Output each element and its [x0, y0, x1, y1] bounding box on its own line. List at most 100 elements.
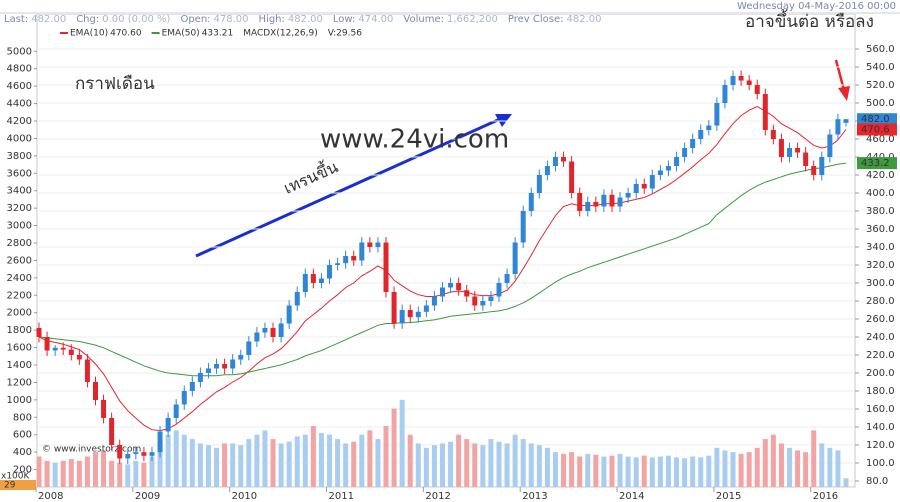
volume-bar [335, 439, 341, 487]
volume-bar [480, 445, 486, 487]
annotation: กราฟเดือน [75, 74, 155, 94]
y2-tick-label: 3200 [7, 203, 32, 214]
candle-body [125, 453, 131, 459]
candle-body [407, 309, 413, 318]
volume-bar [238, 445, 244, 487]
header-value: 474.00 [358, 14, 393, 25]
volume-bar [76, 460, 82, 487]
legend-name: EMA(10) [70, 29, 108, 39]
candle-body [682, 148, 688, 158]
volume-bar [302, 434, 308, 487]
candle-body [36, 327, 42, 337]
volume-bar [552, 452, 558, 487]
candle-body [770, 130, 776, 140]
candle-body [286, 305, 292, 324]
candle-body [117, 444, 123, 459]
y-tick-label: 520.0 [866, 80, 895, 91]
volume-bar [706, 455, 712, 487]
y2-tick-label: 3000 [7, 221, 32, 232]
candle-body [101, 399, 107, 418]
volume-bar [141, 462, 147, 487]
volume-bar [399, 399, 405, 487]
trend-arrow [195, 117, 501, 258]
candle-body [157, 431, 163, 453]
volume-bar [149, 456, 155, 487]
header-date: Wednesday 04-May-2016 00:00 [737, 1, 896, 12]
volume-bar [682, 458, 688, 487]
candle-body [577, 193, 583, 212]
volume-bar [205, 445, 211, 487]
volume-bar [270, 439, 276, 487]
y-tick-label: 80.0 [866, 476, 888, 487]
volume-bar [117, 462, 123, 487]
volume-bar [415, 443, 421, 487]
volume-bar [407, 434, 413, 487]
candle-body [415, 311, 421, 318]
volume-bar [383, 426, 389, 487]
volume-bar [690, 456, 696, 487]
volume-bar [36, 456, 42, 487]
candle-body [456, 282, 462, 291]
candle-body [730, 76, 736, 86]
candle-body [246, 341, 252, 355]
volume-bar [294, 436, 300, 487]
ema-tag: 470.6 [861, 124, 890, 135]
candle-body [714, 103, 720, 126]
volume-bar [544, 447, 550, 487]
y-tick-label: 240.0 [866, 332, 895, 343]
volume-bar [278, 443, 284, 487]
header-value: 482.00 [566, 14, 601, 25]
header-bar [0, 12, 900, 14]
header-value: 0.00 (0.00 %) [102, 14, 170, 25]
annotation: อาจขึ้นต่อ หรือลง [745, 9, 874, 32]
candle-body [496, 282, 502, 297]
volume-bar [641, 455, 647, 487]
volume-bar [674, 457, 680, 487]
y2-tick-label: 1000 [7, 395, 32, 406]
y2-tick-label: 400 [13, 447, 32, 458]
y2-tick-label: 2200 [7, 290, 32, 301]
volume-bar [246, 439, 252, 487]
volume-bar [157, 443, 163, 487]
candle-body [512, 242, 518, 274]
volume-bar [391, 408, 397, 487]
candle-body [843, 119, 849, 123]
candle-body [649, 175, 655, 189]
candle-body [601, 194, 607, 207]
ema-tag-box [857, 123, 897, 136]
x-tick-label: 2015 [716, 491, 741, 502]
legend-value: 433.21 [202, 29, 234, 39]
candle-body [181, 390, 187, 405]
volume-bar [698, 457, 704, 487]
y2-tick-label: 3800 [7, 151, 32, 162]
volume-bar [585, 453, 591, 487]
y2-tick-label: 600 [13, 430, 32, 441]
y-tick-label: 140.0 [866, 422, 895, 433]
volume-bar [60, 460, 66, 487]
candle-body [375, 242, 381, 247]
candle-body [561, 157, 567, 162]
volume-bar [286, 441, 292, 487]
candle-body [205, 368, 211, 373]
candle-body [593, 202, 599, 207]
candle-body [262, 327, 268, 333]
volume-bar [536, 445, 542, 487]
y-tick-label: 460.0 [866, 134, 895, 145]
ema-tag-box [857, 157, 897, 170]
volume-bar [197, 443, 203, 487]
y-tick-label: 220.0 [866, 350, 895, 361]
y-tick-label: 100.0 [866, 458, 895, 469]
y-tick-label: 300.0 [866, 278, 895, 289]
candle-body [238, 354, 244, 360]
candle-body [585, 202, 591, 212]
candle-body [141, 452, 147, 456]
y-tick-label: 200.0 [866, 368, 895, 379]
candle-body [544, 166, 550, 176]
y-tick-label: 560.0 [866, 44, 895, 55]
volume-bar [803, 452, 809, 487]
candle-body [189, 381, 195, 391]
candle-body [173, 404, 179, 418]
y-tick-label: 320.0 [866, 260, 895, 271]
volume-bar [569, 452, 575, 487]
candle-body [423, 305, 429, 312]
